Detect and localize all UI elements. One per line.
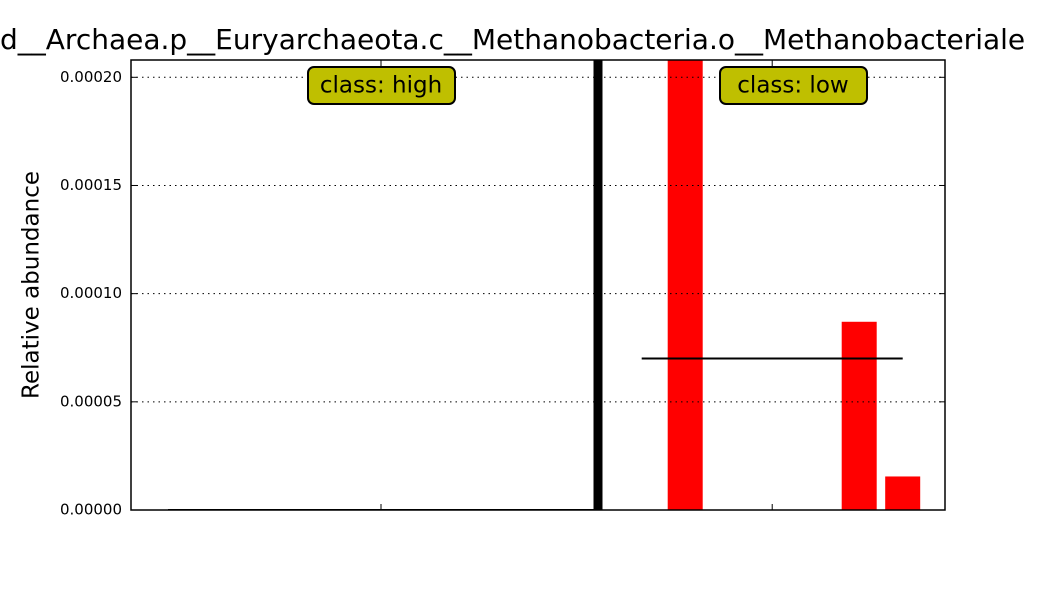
- y-tick-label: 0.00000: [60, 501, 122, 519]
- overlay: 0.00000 0.00005 0.00010 0.00015 0.00020 class…: [60, 59, 946, 519]
- chart-title: d__Archaea.p__Euryarchaeota.c__Methanoba…: [0, 23, 1025, 56]
- bar: [885, 476, 921, 510]
- class-label-box: [307, 66, 456, 105]
- plot-frame: [130, 59, 946, 511]
- bar: [841, 321, 877, 510]
- class-label: class: high: [320, 73, 442, 99]
- y-axis-label: Relative abundance: [19, 171, 45, 399]
- y-tick-label: 0.00020: [60, 68, 122, 86]
- y-tick-label: 0.00015: [60, 176, 122, 194]
- bar: [667, 60, 703, 510]
- class-label: class: low: [737, 73, 848, 99]
- plot-area: [168, 60, 921, 510]
- y-tick-label: 0.00005: [60, 392, 122, 410]
- class-label-box: [719, 66, 868, 105]
- y-tick-label: 0.00010: [60, 284, 122, 302]
